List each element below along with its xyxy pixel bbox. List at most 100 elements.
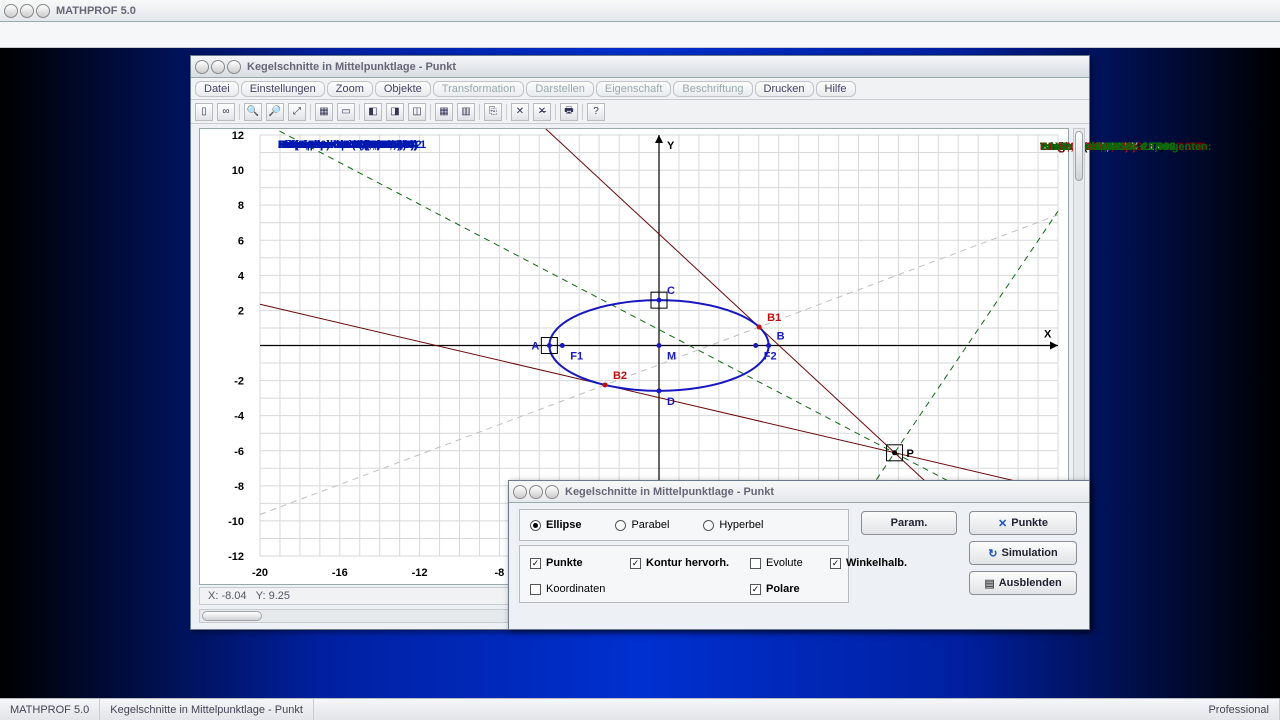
toolbar-button[interactable]: ⤢ [288,103,306,121]
menu-zoom[interactable]: Zoom [327,81,373,97]
toolbar-button[interactable]: ◧ [364,103,382,121]
toolbar-button[interactable]: ◫ [408,103,426,121]
radio-parabel[interactable]: Parabel [615,519,669,531]
check-koordinaten[interactable]: Koordinaten [530,583,630,595]
window-controls [195,60,241,74]
toolbar-separator [479,104,480,120]
svg-text:D: D [667,396,675,408]
menu-objekte[interactable]: Objekte [375,81,431,97]
svg-text:-8: -8 [234,481,244,493]
toolbar-button[interactable]: ◨ [386,103,404,121]
graph-titlebar: Kegelschnitte in Mittelpunktlage - Punkt [191,56,1089,78]
svg-text:4: 4 [238,270,245,282]
graph-menubar: DateiEinstellungenZoomObjekteTransformat… [191,78,1089,100]
toolbar-separator [359,104,360,120]
minimize-icon[interactable] [529,485,543,499]
maximize-icon[interactable] [227,60,241,74]
svg-text:B2: B2 [613,370,627,382]
check-winkelhalb[interactable]: ✓Winkelhalb. [830,557,930,569]
svg-text:-4: -4 [234,411,245,423]
close-icon[interactable] [4,4,18,18]
menu-transformation: Transformation [433,81,525,97]
svg-text:6: 6 [238,235,244,247]
toolbar-button[interactable]: 🖶 [560,103,578,121]
graph-toolbar: ▯∞🔍🔎⤢▦▭◧◨◫▦▥⎘✕✕̶🖶? [191,100,1089,124]
scroll-thumb[interactable] [1075,131,1083,181]
close-icon[interactable] [513,485,527,499]
window-controls [513,485,559,499]
minimize-icon[interactable] [20,4,34,18]
menu-drucken[interactable]: Drucken [755,81,814,97]
app-statusbar: MATHPROF 5.0 Kegelschnitte in Mittelpunk… [0,698,1280,720]
toolbar-separator [555,104,556,120]
svg-text:-10: -10 [228,516,244,528]
check-punkte[interactable]: ✓Punkte [530,557,630,569]
svg-text:-8: -8 [495,567,505,579]
menu-eigenschaft: Eigenschaft [596,81,671,97]
radio-ellipse[interactable]: Ellipse [530,519,581,531]
toolbar-button[interactable]: 🔎 [266,103,284,121]
toolbar-button[interactable]: ▭ [337,103,355,121]
svg-text:M: M [667,351,676,363]
simulation-button[interactable]: ↻Simulation [969,541,1077,565]
check-polare[interactable]: ✓Polare [750,583,830,595]
check-konturhervorh[interactable]: ✓Kontur hervorh. [630,557,750,569]
svg-text:F1: F1 [570,351,583,363]
status-cell-doc: Kegelschnitte in Mittelpunktlage - Punkt [100,699,314,720]
maximize-icon[interactable] [545,485,559,499]
scroll-thumb[interactable] [202,611,262,621]
app-menubar [0,22,1280,48]
svg-text:P: P [907,448,914,460]
status-cell-license: Professional [1198,699,1280,720]
toolbar-button[interactable]: ▯ [195,103,213,121]
menu-datei[interactable]: Datei [195,81,239,97]
toolbar-separator [310,104,311,120]
check-evolute[interactable]: Evolute [750,557,830,569]
svg-text:-6: -6 [234,446,244,458]
svg-text:-12: -12 [412,567,428,579]
toolbar-button[interactable]: ∞ [217,103,235,121]
minimize-icon[interactable] [211,60,225,74]
svg-text:10: 10 [232,165,244,177]
toolbar-button[interactable]: ⎘ [484,103,502,121]
svg-text:B1: B1 [767,312,781,324]
toolbar-separator [239,104,240,120]
toolbar-button[interactable]: ▥ [457,103,475,121]
ausblenden-button[interactable]: ▤Ausblenden [969,571,1077,595]
svg-text:12: 12 [232,130,244,142]
toolbar-button[interactable]: ✕ [511,103,529,121]
toolbar-button[interactable]: ✕̶ [533,103,551,121]
toolbar-separator [582,104,583,120]
window-controls [4,4,50,18]
radio-hyperbel[interactable]: Hyperbel [703,519,763,531]
status-x-label: X: [208,590,218,602]
menu-beschriftung: Beschriftung [673,81,752,97]
conic-type-group: Ellipse Parabel Hyperbel [519,509,849,541]
svg-text:2: 2 [238,305,244,317]
toolbar-button[interactable]: 🔍 [244,103,262,121]
punkte-button[interactable]: ✕Punkte [969,511,1077,535]
graph-title: Kegelschnitte in Mittelpunktlage - Punkt [247,61,456,73]
menu-einstellungen[interactable]: Einstellungen [241,81,325,97]
toolbar-button[interactable]: ? [587,103,605,121]
toolbar-button[interactable]: ▦ [435,103,453,121]
main-window: MATHPROF 5.0 Kegelschnitte in Mittelpunk… [0,0,1280,720]
param-button[interactable]: Param. [861,511,957,535]
toolbar-button[interactable]: ▦ [315,103,333,121]
svg-text:F2: F2 [764,351,777,363]
status-y-value: 9.25 [269,590,290,602]
svg-text:8: 8 [238,200,244,212]
control-panel-window: Kegelschnitte in Mittelpunktlage - Punkt… [508,480,1090,630]
svg-text:-16: -16 [332,567,348,579]
svg-text:A: A [531,341,539,353]
maximize-icon[interactable] [36,4,50,18]
menu-hilfe[interactable]: Hilfe [816,81,856,97]
app-titlebar: MATHPROF 5.0 [0,0,1280,22]
status-y-label: Y: [256,590,266,602]
panel-body: Ellipse Parabel Hyperbel ✓Punkte✓Kontur he… [515,507,1083,623]
svg-text:-20: -20 [252,567,268,579]
close-icon[interactable] [195,60,209,74]
app-title: MATHPROF 5.0 [56,5,136,17]
panel-titlebar: Kegelschnitte in Mittelpunktlage - Punkt [509,481,1089,503]
info-line: WH 2: Y = 1,681·X - 25,965 [1040,141,1176,153]
